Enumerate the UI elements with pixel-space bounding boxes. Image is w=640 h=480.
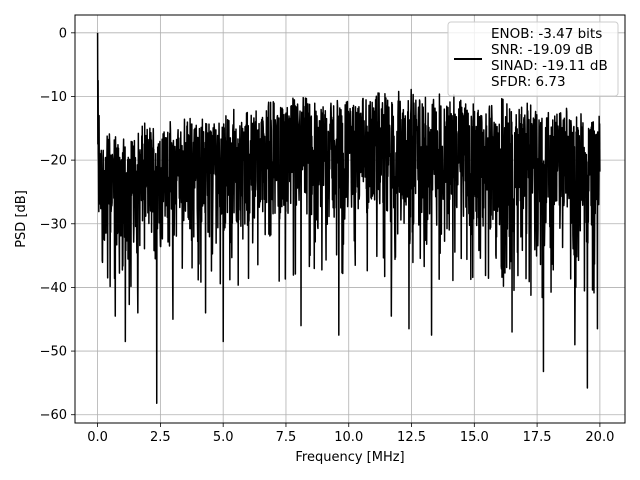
x-tick-label: 5.0 [213,430,234,445]
legend-snr: SNR: -19.09 dB [491,42,593,58]
legend-box [447,21,619,97]
y-tick-label: −40 [40,281,67,296]
legend-sinad: SINAD: -19.11 dB [491,58,608,74]
x-axis-label: Frequency [MHz] [295,450,404,465]
y-axis-label: PSD [dB] [14,190,29,248]
x-tick-label: 0.0 [87,430,108,445]
series-psd [96,32,601,405]
x-tick-label: 20.0 [585,430,614,445]
y-tick-label: −20 [40,154,67,169]
x-tick-label: 17.5 [523,430,552,445]
legend: ENOB: -3.47 bits SNR: -19.09 dB SINAD: -… [447,21,619,97]
y-axis: 0 −10 −20 −30 −40 −50 −60 [40,26,75,423]
psd-line [96,32,601,405]
legend-enob: ENOB: -3.47 bits [491,26,602,42]
y-tick-label: −10 [40,90,67,105]
y-tick-label: −50 [40,345,67,360]
legend-sfdr: SFDR: 6.73 [491,74,566,90]
x-tick-label: 7.5 [276,430,297,445]
x-tick-label: 12.5 [397,430,426,445]
y-tick-label: −60 [40,408,67,423]
x-tick-label: 10.0 [334,430,363,445]
x-tick-label: 15.0 [460,430,489,445]
x-axis: 0.0 2.5 5.0 7.5 10.0 12.5 15.0 17.5 20.0 [87,423,614,445]
plot-frame [74,14,626,424]
y-tick-label: 0 [59,26,67,41]
y-tick-label: −30 [40,217,67,232]
x-tick-label: 2.5 [150,430,171,445]
